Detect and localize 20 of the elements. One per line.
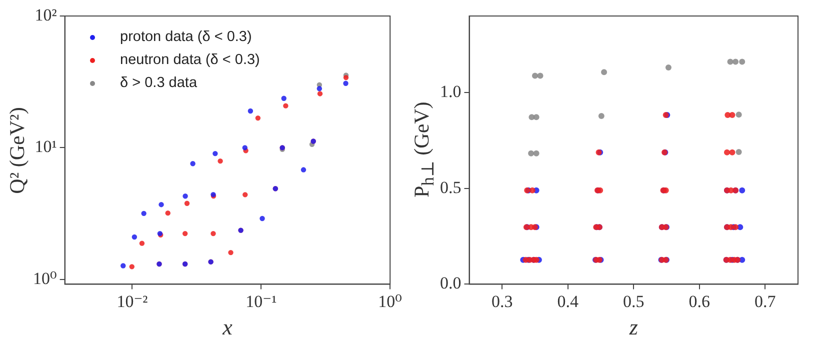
- y-axis-title: Q² (GeV²): [4, 106, 30, 194]
- legend-label: proton data (δ < 0.3): [120, 28, 252, 47]
- legend-label: neutron data (δ < 0.3): [120, 51, 260, 70]
- x-tick-label: 0.6: [688, 292, 710, 311]
- y-tick-label: 10²: [34, 5, 57, 24]
- x-tick-label: 0.4: [557, 292, 579, 311]
- y-tick-label: 1.0: [440, 82, 462, 102]
- y-tick-label: 10⁰: [32, 268, 57, 288]
- x-tick-label: 10⁻¹: [246, 292, 277, 311]
- x-tick-label: 10⁰: [378, 292, 402, 311]
- x-tick-label: 0.5: [623, 292, 644, 311]
- y-tick-label: 10¹: [34, 137, 57, 156]
- x-axis-title: x: [222, 314, 233, 340]
- legend-label: δ > 0.3 data: [120, 74, 198, 93]
- x-tick-label: 0.7: [754, 292, 776, 311]
- x-axis-title: z: [628, 314, 638, 340]
- y-tick-label: 0.5: [440, 178, 462, 197]
- y-tick-label: 0.0: [440, 274, 462, 293]
- x-tick-label: 0.3: [492, 292, 513, 311]
- x-tick-label: 10⁻²: [116, 292, 148, 311]
